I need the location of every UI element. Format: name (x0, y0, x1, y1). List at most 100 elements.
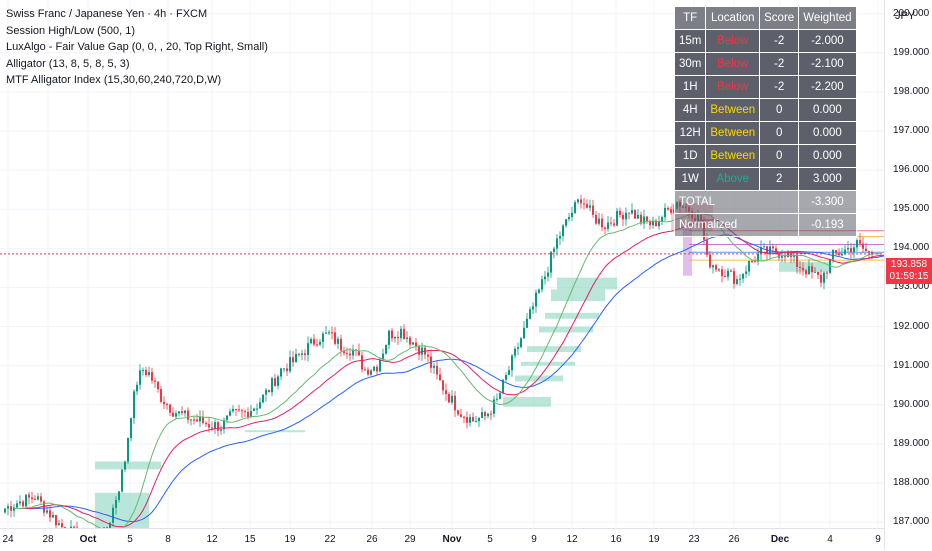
bear-candle (817, 272, 819, 275)
indicator-mtf-alligator-index[interactable]: MTF Alligator Index (15,30,60,240,720,D,… (6, 72, 268, 89)
bullish-fvg-zone (95, 493, 149, 528)
total-value: -3.300 (799, 191, 856, 214)
bull-candle (577, 199, 579, 202)
bear-candle (241, 410, 243, 411)
cell-score: -2 (760, 53, 799, 76)
symbol-title[interactable]: Swiss Franc / Japanese Yen · 4h · FXCM (6, 6, 268, 23)
bear-candle (157, 382, 159, 389)
time-tick-label: 12 (206, 534, 217, 545)
bear-candle (34, 499, 36, 500)
cell-location: Below (706, 30, 760, 53)
bear-candle (340, 339, 342, 351)
table-row: 1D Between 0 0.000 (675, 145, 857, 168)
bull-candle (289, 357, 291, 371)
bear-candle (799, 267, 801, 268)
bull-candle (823, 273, 825, 283)
bear-candle (649, 222, 651, 226)
indicator-alligator[interactable]: Alligator (13, 8, 5, 8, 5, 3) (6, 56, 268, 73)
bull-candle (400, 329, 402, 338)
bull-candle (469, 417, 471, 423)
bull-candle (124, 462, 126, 470)
bear-candle (43, 501, 45, 512)
indicator-fair-value-gap[interactable]: LuxAlgo - Fair Value Gap (0, 0, , 20, To… (6, 39, 268, 56)
bull-candle (271, 378, 273, 392)
bear-candle (208, 424, 210, 427)
bear-candle (628, 213, 630, 214)
bear-candle (715, 265, 717, 269)
cell-weighted: 0.000 (799, 99, 856, 122)
bull-candle (112, 508, 114, 523)
header-tf: TF (675, 7, 706, 30)
bull-candle (121, 470, 123, 492)
bear-candle (865, 249, 867, 251)
bull-candle (625, 213, 627, 220)
bull-candle (544, 277, 546, 280)
cell-tf: 1D (675, 145, 706, 168)
bull-candle (394, 337, 396, 338)
bull-candle (25, 495, 27, 507)
bull-candle (259, 402, 261, 408)
bull-candle (277, 376, 279, 386)
bear-candle (418, 346, 420, 354)
bear-candle (238, 409, 240, 410)
bear-candle (403, 329, 405, 339)
table-row: 12H Between 0 0.000 (675, 122, 857, 145)
price-tick-label: 198.000 (893, 86, 929, 97)
bear-candle (304, 353, 306, 355)
bull-candle (280, 368, 282, 376)
bear-candle (733, 271, 735, 284)
price-tick-label: 188.000 (893, 477, 929, 488)
bear-candle (670, 209, 672, 212)
bullish-fvg-zone (779, 262, 830, 272)
cell-location: Between (706, 145, 760, 168)
bull-candle (616, 211, 618, 225)
indicator-session-high-low[interactable]: Session High/Low (500, 1) (6, 23, 268, 40)
cell-score: 0 (760, 145, 799, 168)
bull-candle (523, 328, 525, 339)
normalized-value: -0.193 (799, 214, 856, 237)
bull-candle (526, 319, 528, 328)
time-tick-label: Oct (80, 534, 97, 545)
bear-candle (586, 204, 588, 208)
bear-candle (622, 215, 624, 219)
bull-candle (37, 496, 39, 499)
table-row: 1W Above 2 3.000 (675, 168, 857, 191)
bear-candle (427, 355, 429, 357)
bull-candle (58, 523, 60, 525)
bear-candle (211, 427, 213, 428)
bull-candle (478, 418, 480, 421)
bear-candle (334, 332, 336, 343)
bullish-fvg-zone (557, 278, 617, 290)
time-tick-label: Dec (771, 534, 789, 545)
bear-candle (313, 339, 315, 344)
bull-candle (727, 271, 729, 277)
cell-weighted: -2.000 (799, 30, 856, 53)
bear-candle (205, 423, 207, 424)
bull-candle (262, 395, 264, 403)
bear-candle (751, 261, 753, 262)
bull-candle (178, 411, 180, 413)
bull-candle (307, 343, 309, 355)
bull-candle (250, 411, 252, 417)
normalized-row: Normalized -0.193 (675, 214, 857, 237)
bull-candle (496, 399, 498, 400)
bear-candle (619, 211, 621, 215)
bull-candle (19, 502, 21, 504)
time-tick-label: 26 (728, 534, 739, 545)
bull-candle (556, 239, 558, 249)
bear-candle (268, 390, 270, 392)
bull-candle (337, 339, 339, 344)
bear-candle (172, 413, 174, 417)
bullish-fvg-zone (527, 346, 581, 352)
bear-candle (724, 276, 726, 277)
cell-weighted: 3.000 (799, 168, 856, 191)
bull-candle (574, 202, 576, 213)
bear-candle (286, 368, 288, 371)
time-tick-label: 23 (688, 534, 699, 545)
bull-candle (322, 334, 324, 342)
bull-candle (718, 269, 720, 270)
cell-location: Below (706, 76, 760, 99)
bear-candle (805, 270, 807, 274)
bear-candle (28, 495, 30, 498)
